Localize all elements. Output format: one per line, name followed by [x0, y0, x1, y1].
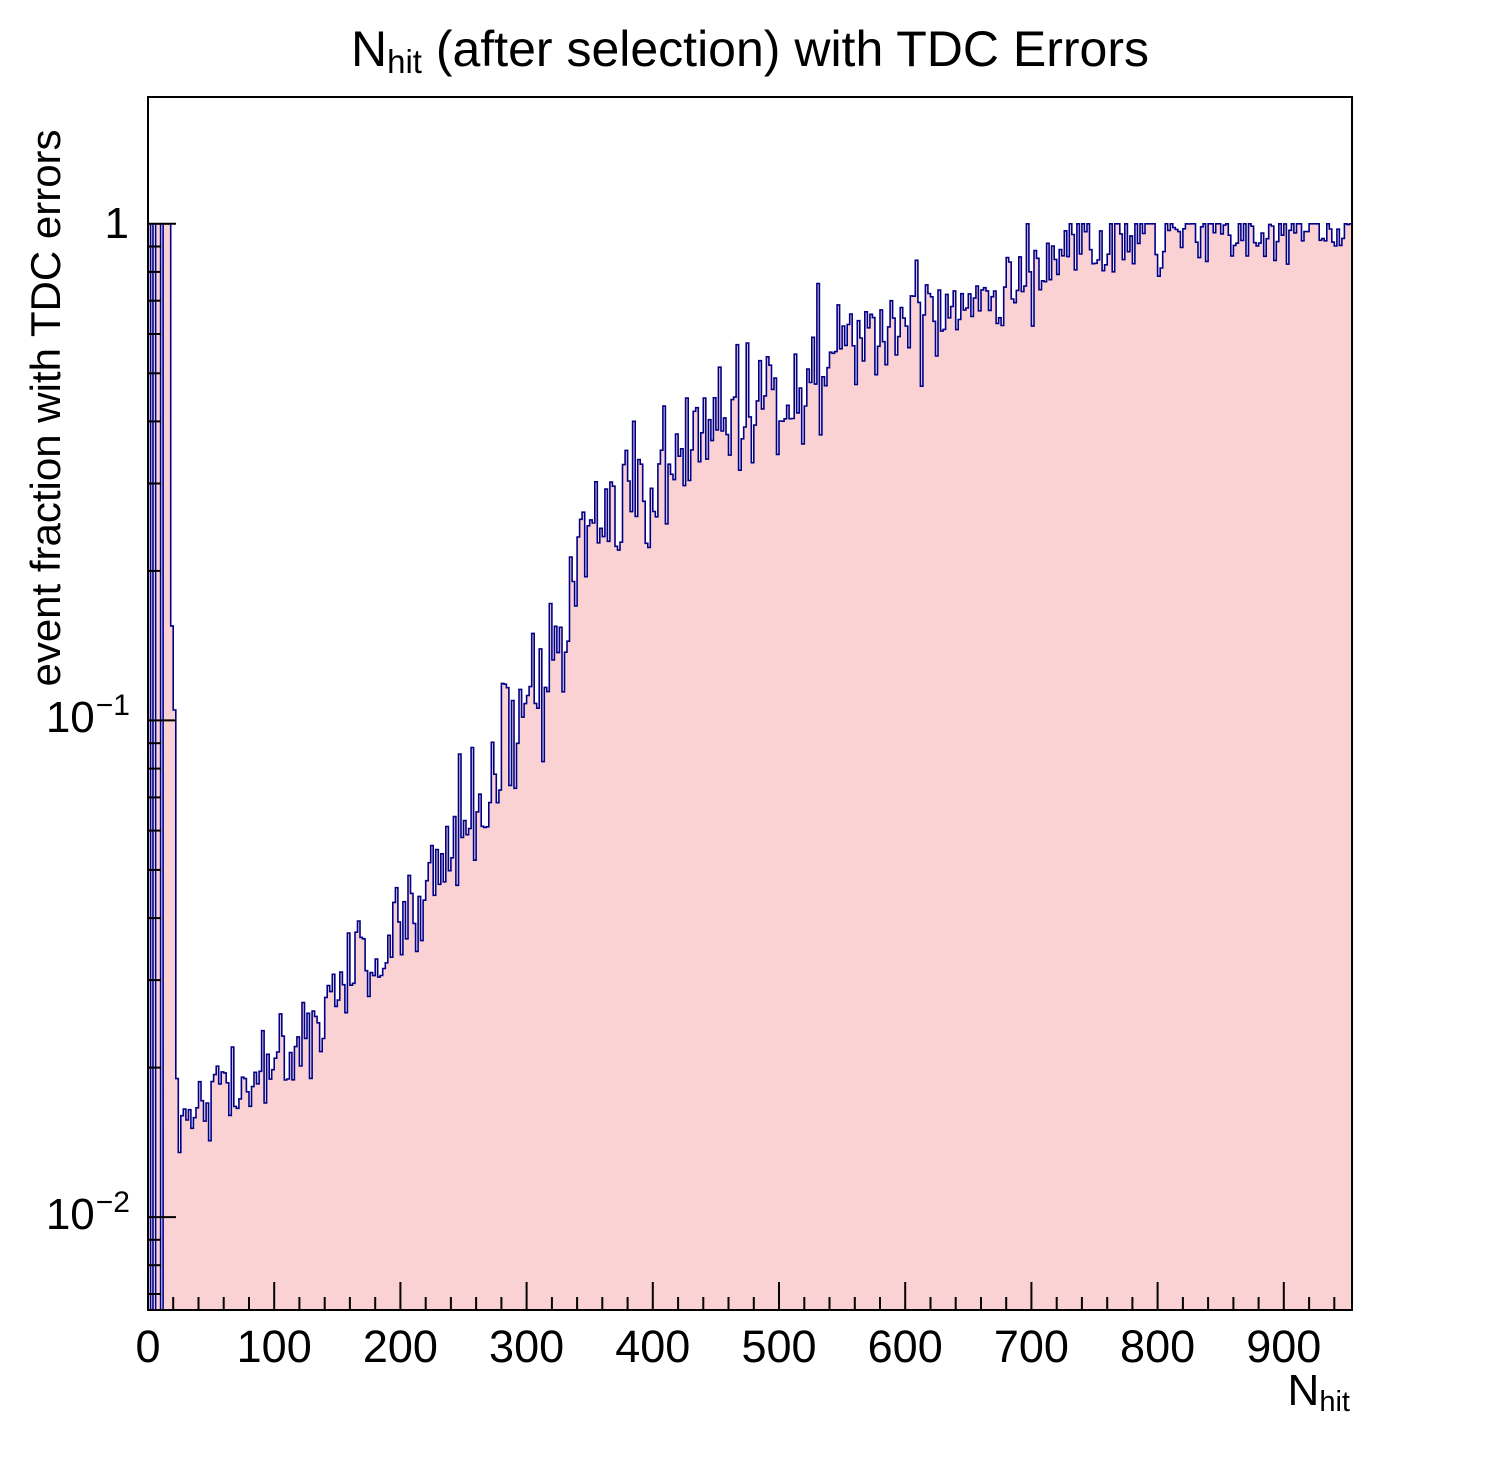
x-tick-label: 500 [741, 1321, 816, 1372]
axis-ticks [147, 222, 1336, 1310]
y-tick-label-1: 1 [0, 202, 130, 251]
title-subscript: hit [387, 43, 422, 81]
y-tick-exponent: −2 [95, 1186, 130, 1219]
x-tick-label: 200 [363, 1321, 438, 1372]
y-tick-exponent: −1 [95, 689, 130, 722]
x-tick-label: 600 [868, 1321, 943, 1372]
y-tick-mantissa: 10 [45, 1190, 95, 1239]
chart-title: Nhit (after selection) with TDC Errors [351, 20, 1149, 81]
x-tick-label: 400 [615, 1321, 690, 1372]
x-tick-label: 300 [489, 1321, 564, 1372]
y-tick-label-1e-1: 10−1 [0, 689, 130, 745]
x-tick-label: 0 [135, 1321, 160, 1372]
histogram-fill [148, 223, 1352, 1310]
y-tick-mantissa: 1 [104, 199, 129, 248]
x-axis-title: Nhit [1287, 1366, 1350, 1419]
title-main: N [351, 21, 388, 77]
plot-frame [147, 96, 1353, 1311]
x-title-subscript: hit [1319, 1386, 1350, 1419]
x-tick-label: 900 [1246, 1321, 1321, 1372]
x-tick-label: 100 [237, 1321, 312, 1372]
y-tick-mantissa: 10 [45, 693, 95, 742]
y-tick-label-1e-2: 10−2 [0, 1186, 130, 1242]
histogram-outline [148, 223, 1353, 1311]
x-title-main: N [1287, 1366, 1320, 1415]
x-tick-label: 800 [1120, 1321, 1195, 1372]
x-tick-label: 700 [994, 1321, 1069, 1372]
title-suffix: (after selection) with TDC Errors [421, 21, 1149, 77]
